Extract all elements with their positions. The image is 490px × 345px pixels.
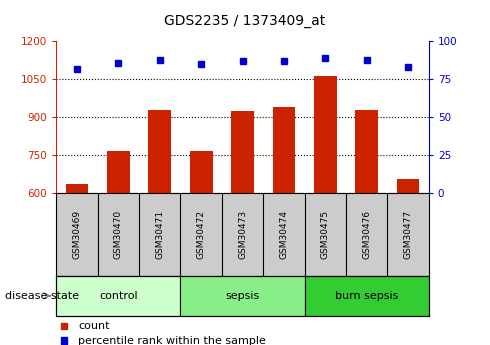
Bar <box>231 111 254 193</box>
Bar <box>56 276 180 316</box>
Text: disease state: disease state <box>5 291 79 301</box>
Bar <box>61 323 68 329</box>
Text: GSM30475: GSM30475 <box>321 210 330 259</box>
Bar <box>190 151 213 193</box>
Bar <box>107 151 130 193</box>
Text: count: count <box>78 321 110 331</box>
Text: GDS2235 / 1373409_at: GDS2235 / 1373409_at <box>164 13 326 28</box>
Text: GSM30476: GSM30476 <box>362 210 371 259</box>
Text: GSM30477: GSM30477 <box>404 210 413 259</box>
Text: GSM30473: GSM30473 <box>238 210 247 259</box>
Text: burn sepsis: burn sepsis <box>335 291 398 301</box>
Text: GSM30469: GSM30469 <box>73 210 81 259</box>
Bar <box>355 110 378 193</box>
Bar <box>397 179 419 193</box>
Text: GSM30471: GSM30471 <box>155 210 164 259</box>
Bar <box>314 76 337 193</box>
Text: GSM30472: GSM30472 <box>196 210 206 259</box>
Bar <box>66 184 88 193</box>
Text: GSM30474: GSM30474 <box>279 210 289 259</box>
Bar <box>272 107 295 193</box>
Bar <box>180 276 305 316</box>
Text: GSM30470: GSM30470 <box>114 210 123 259</box>
Text: sepsis: sepsis <box>225 291 260 301</box>
Bar <box>305 276 429 316</box>
Text: percentile rank within the sample: percentile rank within the sample <box>78 336 266 345</box>
Text: control: control <box>99 291 138 301</box>
Bar <box>148 110 171 193</box>
Bar <box>61 337 68 344</box>
